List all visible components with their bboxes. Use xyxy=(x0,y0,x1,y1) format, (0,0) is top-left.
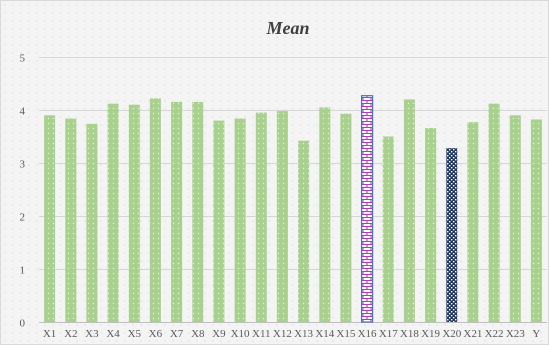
x-tick-label: X21 xyxy=(463,328,482,340)
bar-x17 xyxy=(382,136,394,322)
x-tick-label: X22 xyxy=(485,328,504,340)
x-tick-label: X4 xyxy=(106,328,120,340)
bar-x3 xyxy=(86,123,98,322)
x-tick-label: X6 xyxy=(149,328,163,340)
chart-title: Mean xyxy=(265,18,309,38)
bar-x1 xyxy=(44,115,56,322)
bar-x6 xyxy=(149,98,161,322)
bar-x22 xyxy=(488,103,500,322)
x-tick-label: X23 xyxy=(506,328,525,340)
bar-x19 xyxy=(425,128,437,322)
x-tick-label: X1 xyxy=(43,328,56,340)
bar-x18 xyxy=(403,99,415,323)
bar-x16 xyxy=(361,95,374,323)
x-tick-label: X19 xyxy=(421,328,440,340)
bar-x11 xyxy=(255,112,267,322)
y-tick-label: 4 xyxy=(20,106,26,118)
x-tick-label: X2 xyxy=(64,328,77,340)
bar-x13 xyxy=(298,140,310,322)
y-tick-label: 0 xyxy=(20,318,26,330)
x-tick-label: X3 xyxy=(85,328,99,340)
y-tick-label: 1 xyxy=(20,265,26,277)
x-tick-label: Y xyxy=(532,328,540,340)
bar-x20 xyxy=(446,148,458,322)
y-tick-label: 2 xyxy=(20,212,26,224)
bar-x4 xyxy=(107,103,119,322)
x-tick-label: X18 xyxy=(400,328,419,340)
bar-x14 xyxy=(319,107,331,323)
grid-layer: 0 1 2 3 4 5 xyxy=(20,53,547,330)
bar-x5 xyxy=(128,104,140,322)
x-tick-label: X10 xyxy=(231,328,250,340)
bar-x23 xyxy=(509,115,521,322)
x-tick-label: X7 xyxy=(170,328,184,340)
bar-x15 xyxy=(340,113,352,322)
bar-x7 xyxy=(171,102,183,322)
x-tick-layer: X1 X2 X3 X4 X5 X6 X7 X8 X9 X10 X11 X12 X13 X14 X15 X16 X… xyxy=(43,328,541,340)
x-tick-label: X20 xyxy=(442,328,461,340)
x-tick-label: X5 xyxy=(128,328,142,340)
bar-x12 xyxy=(276,111,288,322)
x-tick-label: X13 xyxy=(294,328,313,340)
bar-y xyxy=(530,119,542,322)
x-tick-label: X12 xyxy=(273,328,292,340)
bar-x8 xyxy=(192,102,204,322)
bar-x21 xyxy=(467,122,479,322)
x-tick-label: X14 xyxy=(315,328,334,340)
x-tick-label: X11 xyxy=(252,328,271,340)
bar-x10 xyxy=(234,118,246,322)
x-tick-label: X8 xyxy=(191,328,205,340)
bar-x9 xyxy=(213,120,225,322)
bar-layer xyxy=(44,95,542,323)
y-tick-label: 5 xyxy=(20,53,26,65)
y-tick-label: 3 xyxy=(20,159,26,171)
x-tick-label: X9 xyxy=(212,328,226,340)
x-tick-label: X17 xyxy=(379,328,398,340)
x-tick-label: X16 xyxy=(358,328,377,340)
x-tick-label: X15 xyxy=(336,328,355,340)
bar-x2 xyxy=(65,118,77,322)
